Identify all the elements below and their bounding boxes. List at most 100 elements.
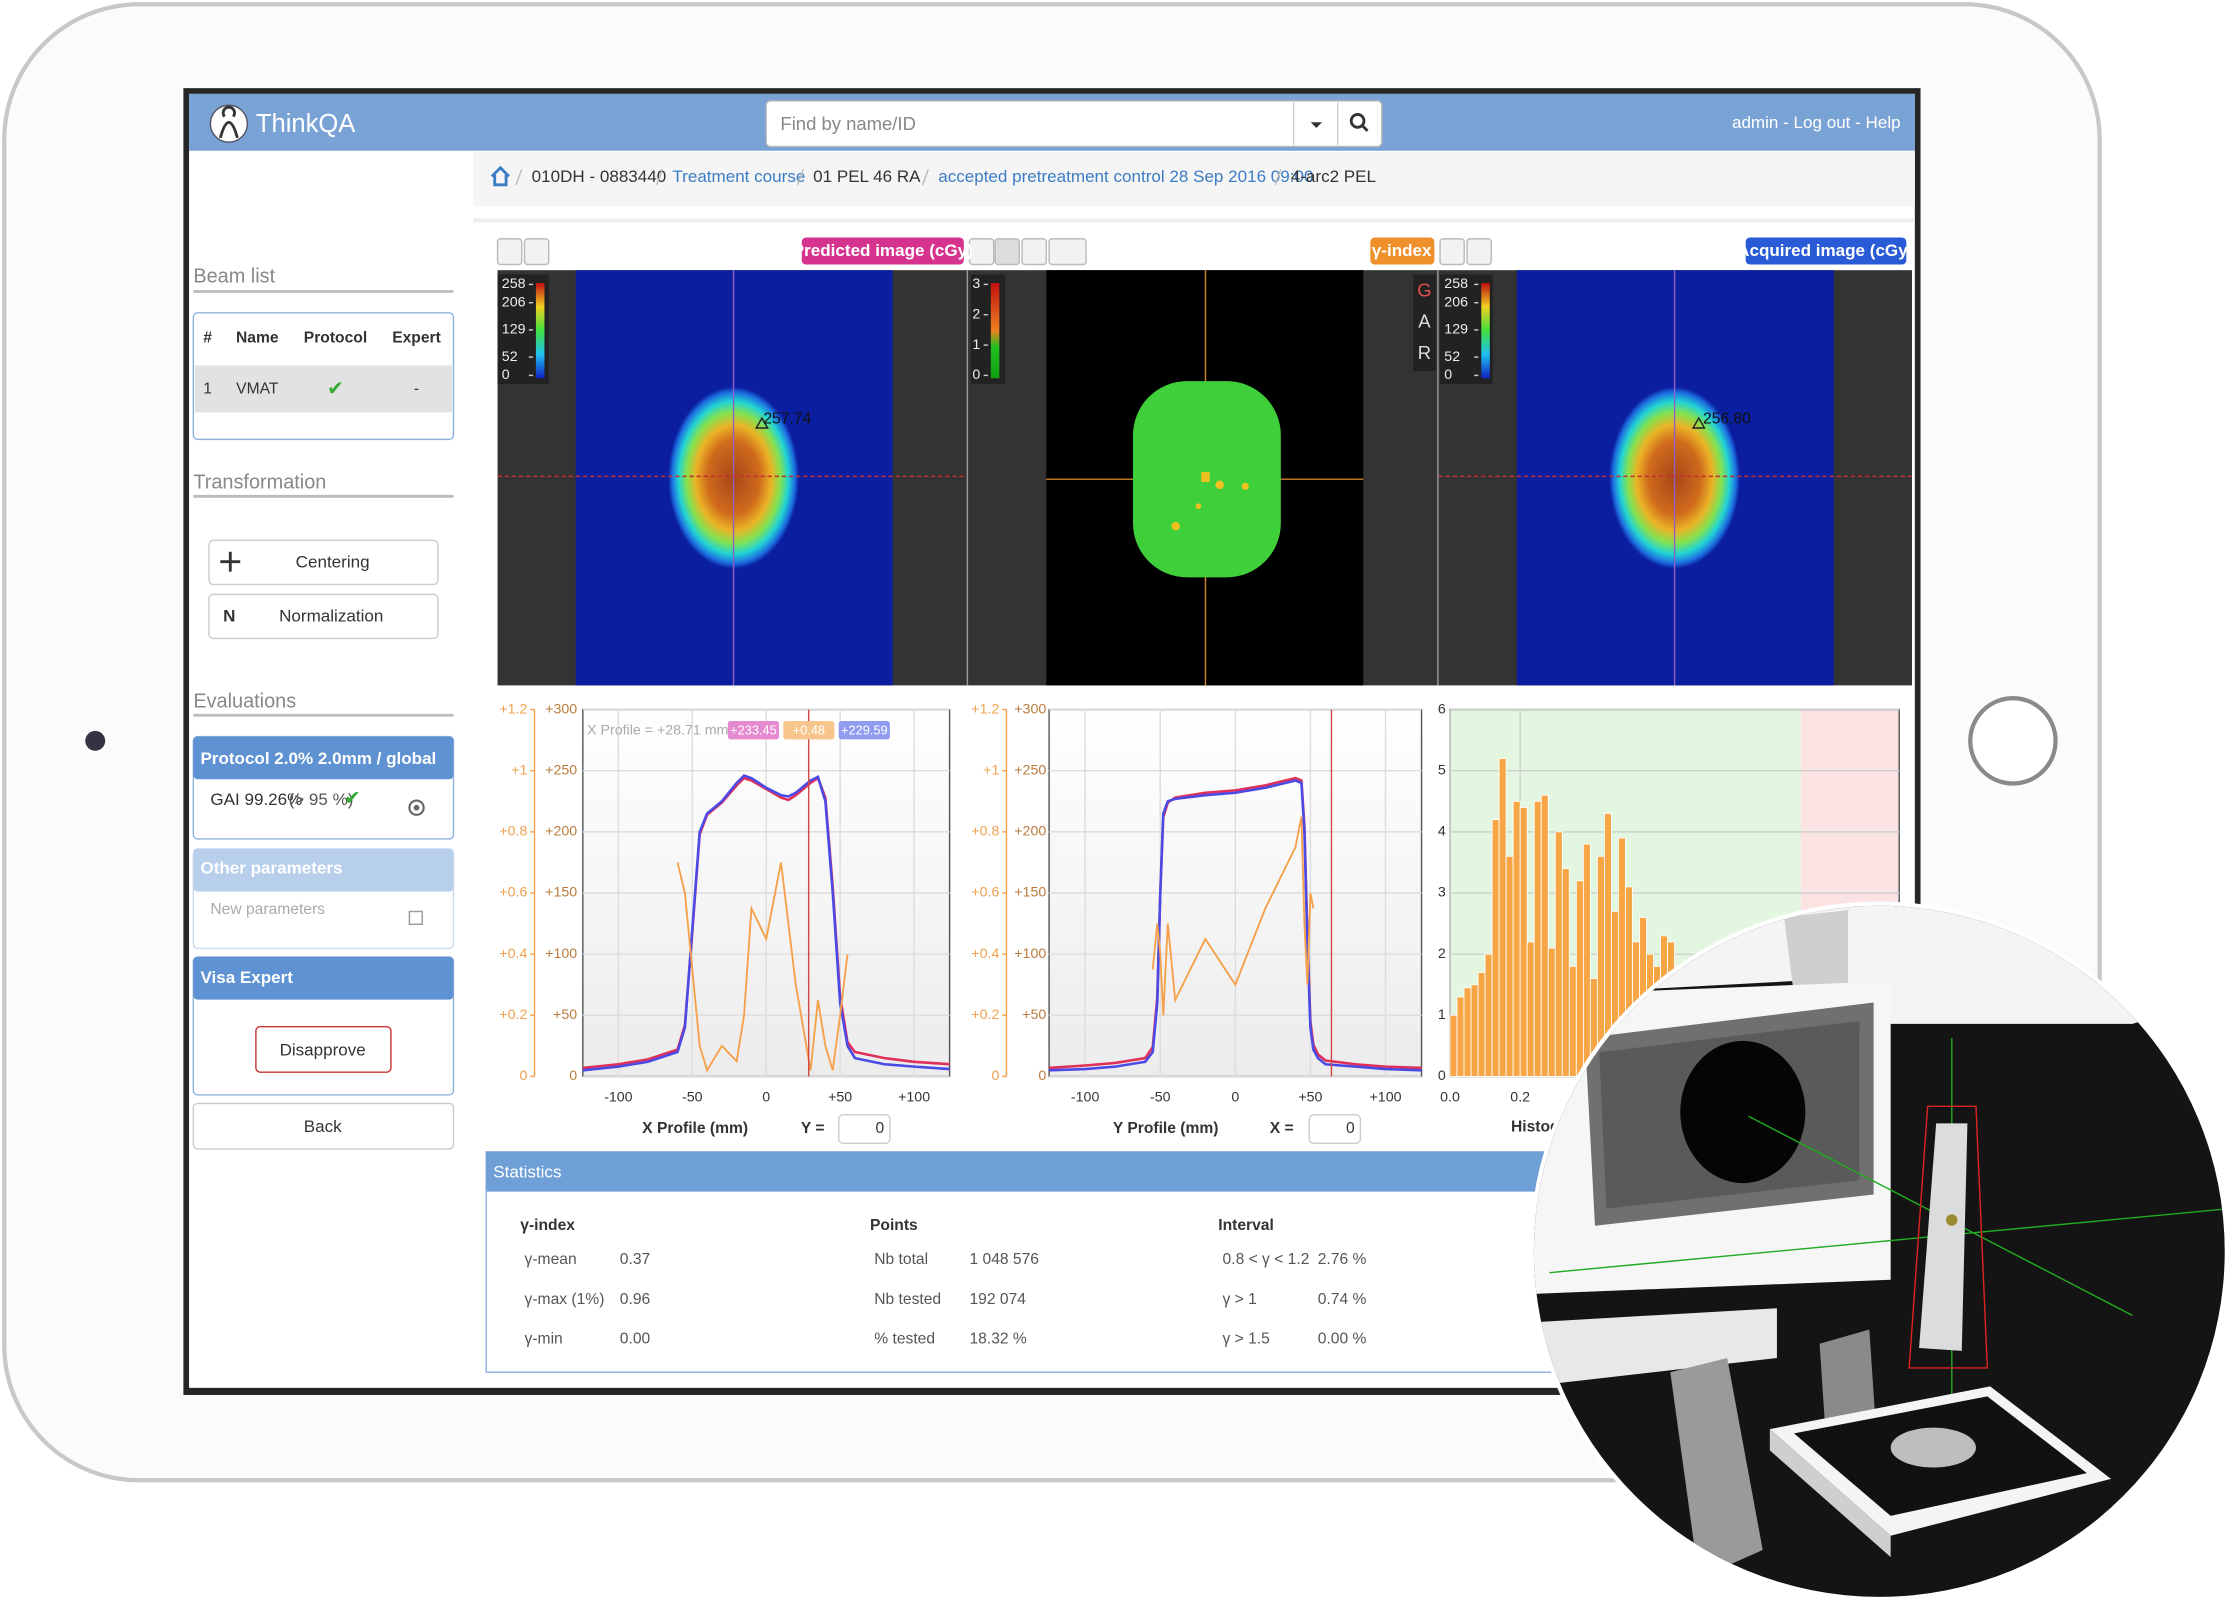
acquired-badge: [1745, 237, 1907, 265]
normalization-button[interactable]: [208, 593, 439, 640]
stat-label: 0.8 < γ < 1.2: [1223, 1251, 1310, 1268]
cell: -: [414, 381, 419, 398]
user-menu[interactable]: admin - Log out - Help: [1732, 113, 1901, 132]
stat-value: 2.76 %: [1318, 1251, 1367, 1268]
x-tick-label: 0: [762, 1090, 770, 1106]
logo-text[interactable]: ThinkQA: [256, 110, 356, 138]
x-tick-label: +50: [1298, 1090, 1322, 1106]
cell: 1: [203, 381, 212, 398]
y-tick-label: 0: [569, 1068, 577, 1084]
colorbar-label: 0: [1444, 367, 1452, 383]
readout: +229.59: [841, 722, 888, 737]
tool-button[interactable]: [1021, 238, 1047, 266]
panel-header: [193, 956, 454, 1000]
tool-button[interactable]: [523, 238, 550, 266]
stat-label: % tested: [874, 1331, 935, 1348]
stat-label: γ-min: [525, 1331, 563, 1348]
crumb[interactable]: 4-arc2 PEL: [1291, 167, 1376, 186]
button-icon: N: [223, 607, 235, 626]
edit-icon[interactable]: [408, 910, 423, 926]
disapprove-button[interactable]: [255, 1025, 392, 1073]
tool-button[interactable]: [994, 238, 1020, 266]
colorbar-label: 0: [502, 367, 510, 383]
home-button[interactable]: [1968, 696, 2058, 786]
x-axis-label: Y Profile (mm): [1113, 1120, 1219, 1137]
crumb[interactable]: 01 PEL 46 RA: [813, 167, 921, 186]
stat-label: γ-max (1%): [525, 1291, 605, 1308]
y2-tick-label: +0.4: [499, 946, 527, 962]
histogram-bar: [1568, 965, 1577, 1077]
centering-button[interactable]: [208, 539, 439, 586]
column-header: Expert: [392, 330, 441, 347]
y2-tick-label: +1: [511, 762, 527, 778]
histogram-bar: [1456, 996, 1465, 1077]
crumb-separator: [921, 168, 929, 186]
tool-button[interactable]: [1048, 238, 1087, 266]
position-input[interactable]: [838, 1114, 891, 1144]
section-title: Evaluations: [193, 691, 296, 713]
crumb-separator: [656, 168, 664, 186]
y-tick-label: +150: [545, 885, 577, 901]
colorbar-ticks: 258 206 129 52 0 3 2 1 0 258 206 129 52 0: [502, 276, 1479, 383]
y2-tick-label: +0.4: [971, 946, 999, 962]
stat-label: γ > 1: [1223, 1291, 1257, 1308]
colorbar-label: 206: [1444, 294, 1468, 310]
profile-line: [582, 774, 950, 1072]
crumb-separator: [1274, 168, 1282, 186]
stat-value: 18.32 %: [970, 1331, 1027, 1348]
histogram-bar: [1533, 800, 1542, 1077]
details-icon-dot: [413, 804, 420, 811]
crumb[interactable]: accepted pretreatment control 28 Sep 201…: [938, 167, 1313, 186]
details-icon[interactable]: [408, 799, 425, 816]
y-tick-label: +150: [1014, 885, 1046, 901]
y-tick-label: 2: [1438, 946, 1446, 962]
y2-tick-label: 0: [991, 1068, 999, 1084]
gar-box: [1413, 274, 1436, 372]
logo-figure: [218, 105, 239, 139]
histogram-bar: [1575, 880, 1584, 1077]
predicted-label: Predicted image (cGy): [793, 241, 973, 260]
home-icon[interactable]: [490, 165, 510, 187]
profile-line: [676, 862, 849, 1073]
colorbar-label: 0: [972, 367, 980, 383]
colorbar: [1481, 282, 1490, 379]
colorbar-label: 258: [502, 276, 526, 292]
back-button[interactable]: [192, 1102, 455, 1150]
y-tick-label: 5: [1438, 762, 1446, 778]
crumb[interactable]: Treatment course: [672, 167, 805, 186]
tool-button[interactable]: [1466, 238, 1492, 266]
readout: +0.48: [793, 722, 825, 737]
panel-title: Visa Expert: [200, 968, 293, 987]
y-tick-label: +200: [545, 824, 577, 840]
x-axis-label: Histog: [1511, 1119, 1560, 1136]
stat-label: γ > 1.5: [1223, 1331, 1271, 1348]
search-box[interactable]: [765, 100, 1383, 148]
y-tick-label: 3: [1438, 885, 1446, 901]
search-icon[interactable]: [1349, 113, 1366, 129]
isocenter: [1946, 1214, 1958, 1226]
beam-row[interactable]: [194, 365, 453, 413]
tool-button[interactable]: [496, 238, 523, 266]
max-annotation: 256.80: [1703, 411, 1751, 428]
histogram-bar: [1449, 1014, 1458, 1077]
readout-badge: [838, 720, 890, 740]
x-axis-label: X Profile (mm): [642, 1120, 748, 1137]
profile-line: [1049, 776, 1422, 1070]
histogram-bar: [1526, 941, 1535, 1077]
tool-button[interactable]: [1439, 238, 1465, 266]
dropdown-caret[interactable]: [1310, 122, 1323, 128]
tray-edge: [1769, 1429, 1891, 1558]
colorbar-label: 52: [502, 349, 518, 365]
stat-label: Nb total: [874, 1251, 928, 1268]
crumb[interactable]: 010DH - 0883440: [532, 167, 667, 186]
tool-button[interactable]: [968, 238, 995, 266]
max-marker: [755, 416, 769, 429]
position-label: X =: [1270, 1120, 1294, 1137]
y-tick-label: +100: [1014, 946, 1046, 962]
new-parameters[interactable]: New parameters: [210, 901, 325, 918]
stat-value: 1 048 576: [970, 1251, 1040, 1268]
colorbar-label: 1: [972, 337, 980, 353]
beam-field: [1908, 1105, 1989, 1369]
position-input[interactable]: [1308, 1114, 1362, 1144]
panel-header: [193, 736, 454, 780]
